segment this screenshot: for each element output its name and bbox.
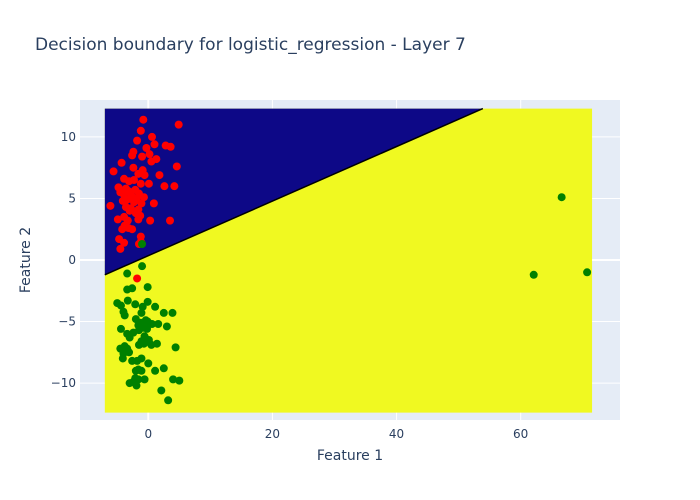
red-point: [134, 169, 143, 178]
red-point: [160, 182, 169, 191]
green-point: [143, 297, 152, 306]
y-tick-label: −5: [58, 315, 76, 329]
green-point: [529, 270, 538, 279]
red-point: [161, 141, 170, 150]
green-point: [140, 375, 149, 384]
red-point: [136, 179, 145, 188]
green-point: [116, 301, 125, 310]
green-point: [125, 379, 134, 388]
y-axis-title: Feature 2: [18, 227, 34, 293]
red-point: [130, 198, 138, 207]
green-point: [138, 240, 147, 248]
x-tick-label: 40: [389, 427, 404, 441]
green-point: [116, 324, 125, 333]
green-point: [144, 359, 153, 368]
green-point: [168, 308, 177, 317]
x-tick-label: 0: [144, 427, 152, 441]
green-point: [152, 339, 161, 348]
red-point: [117, 158, 126, 167]
red-point: [133, 136, 142, 145]
red-point: [106, 201, 115, 210]
red-point: [146, 216, 155, 225]
y-tick-label: 10: [61, 130, 76, 144]
red-point: [128, 225, 137, 234]
green-point: [132, 381, 141, 390]
red-point: [172, 162, 181, 171]
green-point: [151, 302, 160, 311]
green-point: [143, 283, 152, 292]
red-point: [147, 157, 156, 166]
red-point: [166, 216, 174, 225]
green-point: [131, 366, 140, 375]
green-point: [125, 333, 134, 342]
green-point: [123, 296, 132, 305]
red-point: [133, 274, 142, 283]
red-point: [137, 199, 146, 208]
green-point: [131, 300, 140, 309]
red-point: [149, 199, 158, 208]
green-point: [137, 366, 146, 375]
green-point: [159, 364, 168, 373]
x-tick-label: 60: [513, 427, 528, 441]
green-point: [151, 366, 160, 375]
red-point: [118, 196, 127, 205]
chart-title: Decision boundary for logistic_regressio…: [35, 35, 466, 55]
green-point: [157, 386, 166, 395]
x-axis-title: Feature 1: [317, 448, 383, 464]
red-point: [125, 177, 134, 186]
red-point: [129, 163, 138, 172]
green-point: [557, 193, 566, 202]
green-point: [137, 308, 146, 317]
decision-boundary-line: [104, 107, 484, 276]
red-point: [170, 182, 179, 191]
red-point: [109, 167, 118, 176]
green-point: [154, 320, 163, 328]
green-point: [123, 269, 132, 278]
green-point: [159, 308, 168, 317]
decision-regions: [104, 107, 593, 413]
green-point: [162, 322, 171, 331]
red-point: [144, 179, 153, 188]
green-point: [138, 302, 147, 311]
green-point: [138, 262, 147, 271]
green-point: [133, 356, 142, 365]
green-point: [171, 343, 180, 352]
red-point: [125, 206, 134, 215]
green-point: [143, 324, 152, 333]
red-point: [138, 152, 147, 161]
x-tick-label: 20: [265, 427, 280, 441]
red-point: [148, 132, 156, 141]
red-point: [113, 215, 122, 224]
green-point: [128, 284, 137, 293]
green-point: [118, 354, 127, 363]
red-point: [128, 151, 137, 160]
red-point: [145, 150, 154, 159]
green-point: [148, 320, 156, 328]
axis-ticks: 0 20 40 60 −10 −5 0 5 10: [51, 130, 529, 441]
green-point: [120, 311, 129, 320]
red-point: [174, 120, 183, 129]
green-point: [583, 268, 592, 277]
y-tick-label: 0: [68, 253, 76, 267]
red-point: [139, 193, 148, 202]
red-point: [142, 144, 151, 152]
y-tick-label: −10: [51, 376, 76, 390]
red-point: [150, 140, 159, 149]
green-point: [164, 396, 173, 405]
red-point: [155, 171, 164, 180]
red-point: [134, 215, 143, 224]
red-point: [140, 171, 149, 180]
green-point: [175, 376, 184, 385]
data-points: [106, 115, 592, 405]
red-point: [139, 115, 148, 124]
red-point: [116, 244, 125, 253]
green-point: [139, 339, 148, 348]
red-point: [120, 238, 129, 247]
red-point: [118, 225, 127, 234]
y-tick-label: 5: [68, 191, 76, 205]
green-point: [169, 375, 178, 384]
red-point: [136, 126, 145, 135]
